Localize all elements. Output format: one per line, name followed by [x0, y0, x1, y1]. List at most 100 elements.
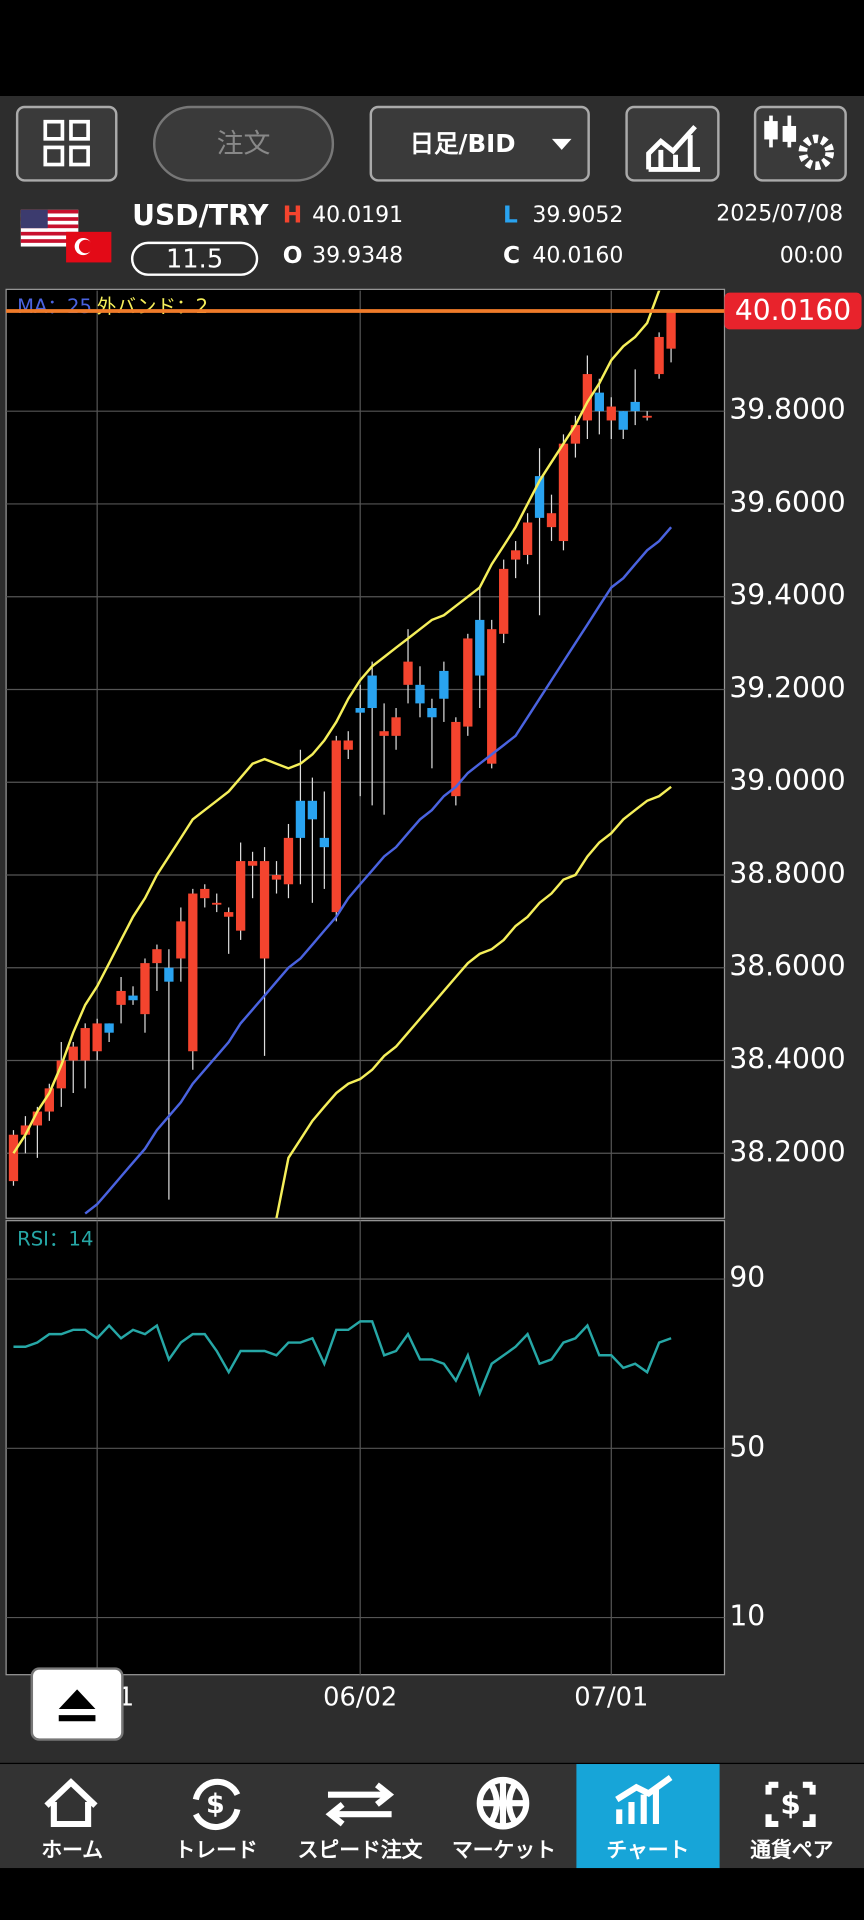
candle-body — [295, 800, 306, 838]
current-price-label: 40.0160 — [735, 294, 851, 327]
settings-icon — [764, 115, 835, 171]
toolbar: 注文 日足/BID — [15, 105, 847, 182]
order-label: 注文 — [217, 128, 271, 159]
nav-label: ホーム — [41, 1838, 103, 1862]
chart-layer: 05/0106/0207/0138.200038.400038.600038.8… — [6, 290, 862, 1712]
legend-label: 外バンド：2 — [97, 295, 208, 318]
candle-body — [343, 740, 353, 750]
indicator-icon — [646, 124, 701, 172]
candle-body — [20, 1125, 31, 1135]
candle-body — [654, 336, 664, 375]
candles — [8, 309, 676, 1200]
candle-body — [522, 522, 533, 555]
candle-body — [558, 443, 569, 542]
spread-pill — [130, 241, 259, 276]
nav-icon — [44, 1778, 98, 1828]
y-tick-label: 38.4000 — [729, 1043, 845, 1076]
y-tick-label: 39.6000 — [729, 486, 845, 519]
open-label: O — [283, 242, 303, 269]
candle-body — [319, 837, 329, 848]
current-price-tag — [724, 292, 862, 330]
candle-body — [642, 415, 652, 418]
candle-body — [116, 990, 126, 1005]
quote-info: USD/TRY 11.5 H 40.0191 L 39.9052 O 39.93… — [20, 199, 843, 276]
settings-button[interactable] — [753, 105, 847, 182]
candle-body — [271, 874, 282, 880]
candle-body — [8, 1134, 19, 1182]
menu-icon — [43, 119, 90, 167]
y-tick-label: 39.4000 — [729, 579, 845, 612]
y-tick-label: 50 — [729, 1430, 765, 1463]
candle-body — [606, 406, 616, 421]
panel-title: RSI：14 — [17, 1228, 93, 1251]
candle-body — [534, 476, 545, 518]
legend-label: MA：25 — [17, 295, 92, 318]
nav-icon-text: $ — [206, 1789, 225, 1820]
candle-body — [331, 740, 341, 913]
candle-body — [80, 1028, 90, 1061]
time: 00:00 — [780, 243, 843, 268]
candle-body — [630, 401, 640, 412]
date: 2025/07/08 — [716, 202, 843, 227]
low-label: L — [503, 201, 518, 228]
candle-body — [212, 902, 222, 905]
candle-body — [546, 513, 557, 528]
candle-body — [415, 684, 425, 704]
nav-label: スピード注文 — [298, 1838, 423, 1862]
candle-body — [188, 893, 198, 1052]
open-value: 39.9348 — [312, 243, 403, 268]
nav-icon — [192, 1778, 241, 1831]
candle-body — [307, 800, 318, 820]
candle-body — [68, 1046, 78, 1061]
order-button[interactable] — [152, 105, 335, 182]
candle-body — [164, 967, 174, 982]
x-tick-label: 07/01 — [574, 1682, 648, 1712]
menu-button[interactable] — [15, 105, 118, 182]
close-value: 40.0160 — [532, 243, 623, 268]
high-value: 40.0191 — [312, 203, 403, 228]
candle-body — [666, 310, 676, 349]
nav-label: トレード — [175, 1838, 258, 1862]
y-tick-label: 38.2000 — [729, 1135, 845, 1168]
spread: 11.5 — [166, 244, 223, 274]
candle-body — [582, 374, 593, 421]
nav-icon — [325, 1782, 395, 1827]
candle-body — [499, 568, 509, 634]
timeframe-label: 日足/BID — [410, 129, 516, 158]
candle-body — [403, 661, 413, 685]
candle-body — [379, 731, 389, 736]
candle-body — [224, 912, 234, 917]
candle-body — [570, 425, 581, 444]
high-label: H — [283, 201, 302, 228]
y-tick-label: 10 — [729, 1600, 765, 1633]
candle-body — [355, 708, 365, 713]
x-tick-label: 06/02 — [323, 1682, 397, 1712]
y-tick-label: 39.2000 — [729, 671, 845, 704]
candle-body — [92, 1023, 102, 1052]
candle-body — [104, 1023, 114, 1033]
candle-body — [128, 995, 138, 1001]
candle-body — [463, 638, 473, 727]
candle-body — [140, 963, 150, 1015]
low-value: 39.9052 — [532, 203, 623, 228]
nav-icon-text: $ — [780, 1787, 800, 1821]
bottom-nav — [0, 1764, 864, 1869]
nav-selected — [576, 1764, 720, 1869]
timeframe-dropdown[interactable] — [369, 105, 590, 182]
nav-icon — [765, 1781, 816, 1828]
candle-body — [475, 619, 485, 676]
close-label: C — [503, 242, 520, 269]
candle-body — [44, 1088, 54, 1112]
nav-label: チャート — [606, 1838, 689, 1862]
candle-body — [618, 411, 628, 430]
candle-body — [510, 550, 521, 560]
nav-icon — [476, 1776, 530, 1830]
candle-body — [235, 861, 246, 931]
candle-body — [200, 888, 210, 899]
symbol: USD/TRY — [132, 199, 269, 232]
main-panel — [5, 288, 726, 1219]
candle-body — [367, 675, 377, 709]
y-tick-label: 39.0000 — [729, 764, 845, 797]
